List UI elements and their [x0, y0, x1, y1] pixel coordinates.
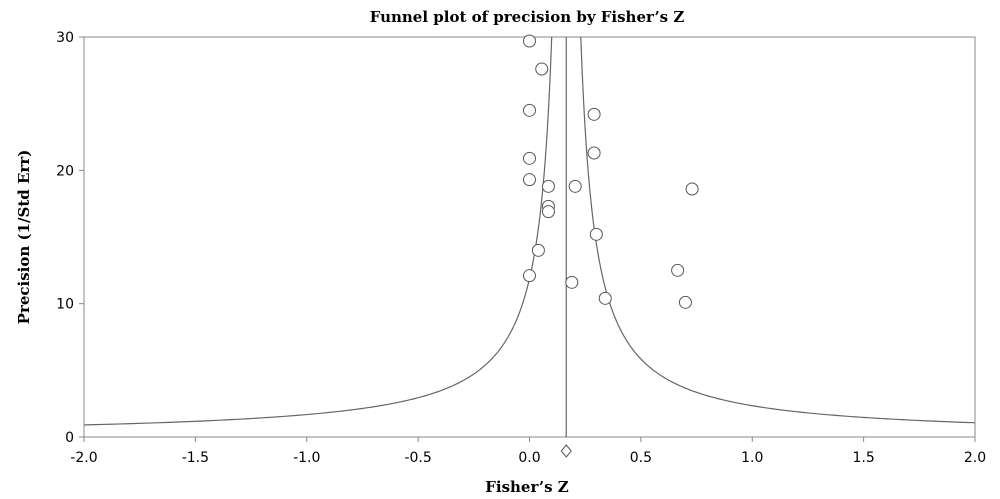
plot-frame: [84, 37, 975, 437]
study-point: [672, 264, 684, 276]
study-point: [524, 152, 536, 164]
funnel-left-curve: [0, 0, 553, 430]
study-point: [542, 206, 554, 218]
study-point: [524, 35, 536, 47]
y-axis: 0 10 20 30: [56, 30, 84, 446]
study-point: [599, 292, 611, 304]
combined-effect-diamond: [561, 445, 571, 457]
x-tick-label: 0.5: [630, 450, 652, 466]
study-point: [588, 147, 600, 159]
study-point: [536, 63, 548, 75]
study-point: [532, 244, 544, 256]
study-point: [524, 104, 536, 116]
study-point: [590, 228, 602, 240]
y-tick-label: 0: [65, 430, 74, 446]
x-tick-label: -0.5: [404, 450, 431, 466]
study-point: [524, 270, 536, 282]
x-tick-label: -2.0: [70, 450, 97, 466]
funnel-plot: Funnel plot of precision by Fisher’s Z 0…: [0, 0, 1000, 499]
study-point: [588, 108, 600, 120]
x-tick-label: -1.5: [182, 450, 209, 466]
funnel-right-curve: [579, 0, 1000, 430]
x-tick-label: 2.0: [964, 450, 986, 466]
study-point: [686, 183, 698, 195]
study-point: [679, 296, 691, 308]
x-tick-label: 1.5: [852, 450, 874, 466]
x-tick-label: 1.0: [741, 450, 763, 466]
x-tick-label: -1.0: [293, 450, 320, 466]
study-point: [566, 276, 578, 288]
funnel-curves: [0, 0, 1000, 430]
x-axis-label: Fisher’s Z: [485, 478, 569, 496]
study-point: [542, 180, 554, 192]
study-point: [524, 174, 536, 186]
chart-title: Funnel plot of precision by Fisher’s Z: [370, 8, 685, 26]
y-tick-label: 10: [56, 297, 74, 313]
y-tick-label: 20: [56, 163, 74, 179]
x-axis: -2.0 -1.5 -1.0 -0.5 0.0 0.5 1.0 1.5 2.0: [70, 437, 986, 466]
study-point: [569, 180, 581, 192]
y-tick-label: 30: [56, 30, 74, 46]
x-tick-label: 0.0: [518, 450, 540, 466]
y-axis-label: Precision (1/Std Err): [15, 150, 33, 325]
